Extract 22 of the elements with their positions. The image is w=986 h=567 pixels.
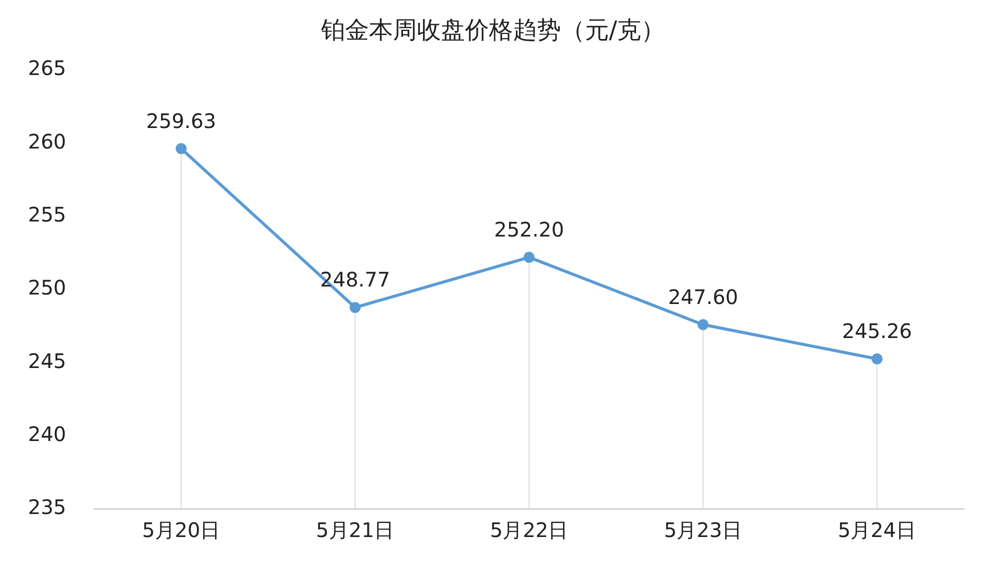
data-label: 247.60 [668, 284, 738, 309]
point [698, 319, 709, 330]
y-tick-label: 240 [28, 422, 66, 446]
chart-title: 铂金本周收盘价格趋势（元/克） [320, 15, 666, 46]
point [872, 353, 883, 364]
y-tick-label: 255 [28, 202, 66, 227]
x-tick-label: 5月20日 [142, 518, 220, 542]
y-tick-label: 265 [28, 56, 66, 80]
y-tick-label: 245 [28, 348, 66, 373]
y-tick-label: 260 [28, 129, 66, 154]
y-tick-label: 235 [28, 495, 66, 520]
x-tick-label: 5月23日 [664, 518, 742, 542]
data-label: 259.63 [146, 108, 216, 133]
point [524, 252, 535, 263]
point [350, 302, 361, 313]
y-tick-label: 250 [28, 276, 66, 300]
x-tick-label: 5月21日 [316, 518, 394, 542]
point [176, 143, 187, 154]
data-label: 252.20 [494, 218, 564, 242]
data-label: 245.26 [842, 319, 912, 344]
x-tick-label: 5月24日 [838, 518, 916, 542]
x-tick-label: 5月22日 [490, 518, 568, 542]
